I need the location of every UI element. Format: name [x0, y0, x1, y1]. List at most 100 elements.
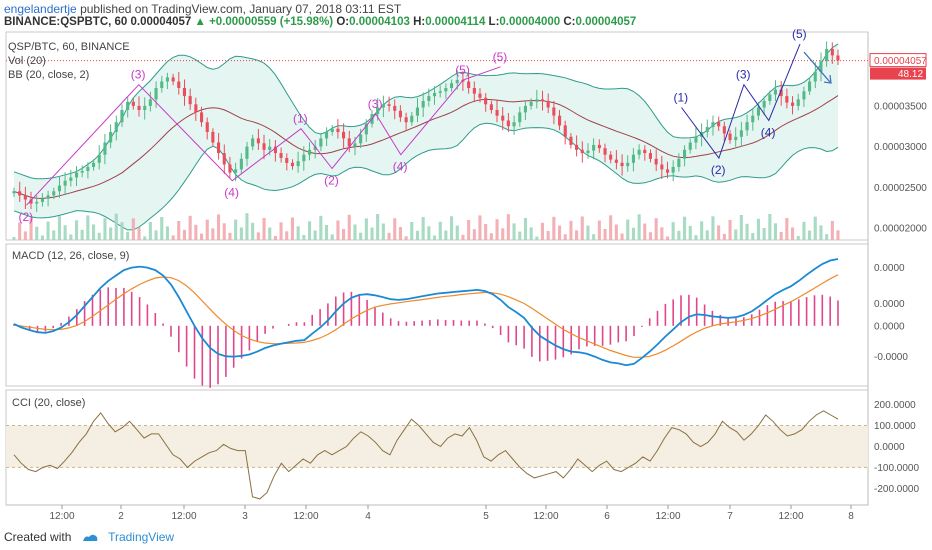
- volume-bar: [421, 217, 425, 240]
- volume-bar: [683, 216, 687, 240]
- volume-bar: [523, 218, 527, 240]
- time-tick-label: 12:00: [171, 511, 196, 522]
- volume-bar: [654, 218, 658, 240]
- volume-bar: [336, 220, 340, 240]
- candle-body: [131, 101, 135, 106]
- candle-body: [165, 77, 169, 82]
- candle-body: [319, 138, 323, 147]
- candle-body: [302, 154, 306, 162]
- volume-bar: [728, 220, 732, 240]
- volume-bar: [330, 234, 334, 240]
- candle-body: [711, 122, 715, 128]
- volume-bar: [143, 236, 147, 240]
- cci-line: [13, 410, 839, 500]
- volume-bar: [626, 219, 630, 240]
- volume-bar: [131, 218, 135, 240]
- time-tick-label: 12:00: [49, 511, 74, 522]
- volume-bar: [467, 220, 471, 240]
- candle-body: [637, 149, 641, 155]
- candle-body: [313, 146, 317, 150]
- candle-body: [472, 88, 476, 94]
- candle-body: [762, 101, 766, 108]
- volume-bar: [46, 221, 50, 240]
- time-tick-label: 3: [242, 511, 248, 522]
- candle-body: [825, 48, 829, 62]
- volume-bar: [575, 230, 579, 240]
- volume-bar: [217, 214, 221, 240]
- candle-body: [200, 112, 204, 123]
- volume-bar: [603, 229, 607, 240]
- wave-label: (4): [393, 160, 408, 174]
- candle-body: [569, 136, 573, 145]
- cci-band: [6, 425, 868, 468]
- candle-body: [398, 110, 402, 118]
- wave-label: (4): [761, 126, 776, 140]
- candle-body: [489, 104, 493, 110]
- candle-body: [325, 131, 329, 139]
- candle-body: [239, 158, 243, 170]
- candle-body: [234, 169, 238, 173]
- cci-y-tick-label: -200.0000: [874, 484, 919, 495]
- volume-bar: [563, 234, 567, 240]
- bb-indicator-label: BB (20, close, 2): [8, 69, 90, 81]
- volume-bar: [200, 233, 204, 240]
- close-value: 0.00004057: [575, 16, 637, 28]
- candle-body: [92, 162, 96, 167]
- volume-bar: [762, 228, 766, 240]
- candle-body: [603, 148, 607, 155]
- candle-body: [739, 130, 743, 137]
- candle-body: [415, 107, 419, 116]
- candle-body: [654, 158, 658, 165]
- tradingview-brand[interactable]: TradingView: [108, 530, 175, 544]
- volume-bar: [586, 225, 590, 240]
- volume-bar: [80, 229, 84, 240]
- macd-y-tick-label: -0.0000: [874, 352, 908, 363]
- candle-body: [512, 122, 516, 127]
- volume-bar: [188, 215, 192, 240]
- volume-bar: [364, 218, 368, 240]
- volume-bar: [688, 225, 692, 240]
- volume-bar: [495, 219, 499, 240]
- candle-body: [552, 107, 556, 116]
- candle-body: [830, 48, 834, 56]
- volume-bar: [313, 230, 317, 240]
- candle-body: [109, 131, 113, 143]
- volume-bar: [109, 227, 113, 240]
- candle-body: [796, 99, 800, 106]
- volume-bar: [648, 232, 652, 240]
- forecast-arrowhead: [823, 74, 832, 84]
- open-value: 0.00004103: [349, 16, 410, 28]
- volume-bar: [342, 229, 346, 240]
- time-tick-label: 7: [727, 511, 733, 522]
- wave-label: (5): [493, 50, 508, 64]
- time-tick-label: 6: [604, 511, 610, 522]
- volume-bar: [325, 225, 329, 240]
- volume-bar: [620, 233, 624, 240]
- volume-bar: [57, 216, 61, 240]
- wave-label: (4): [224, 186, 239, 200]
- volume-bar: [444, 230, 448, 240]
- elliott-wave-annotations: (2) (3) (4) (1) (2) (3) (4) (5) (5) (1) (2) (3) (4) (…: [19, 27, 832, 224]
- candle-body: [404, 117, 408, 123]
- time-tick-label: 4: [365, 511, 371, 522]
- cci-y-tick-label: 200.0000: [874, 400, 916, 411]
- volume-tag-box: [870, 67, 926, 80]
- volume-bar: [506, 214, 510, 240]
- candle-body: [523, 105, 527, 113]
- candle-body: [705, 127, 709, 132]
- candle-body: [63, 180, 67, 186]
- candle-body: [643, 149, 647, 154]
- volume-bar: [182, 229, 186, 240]
- bb-fill: [14, 43, 838, 230]
- candle-body: [438, 91, 442, 93]
- volume-bar: [791, 227, 795, 240]
- candle-body: [376, 107, 380, 114]
- candle-body: [40, 198, 44, 202]
- wave-label: (2): [324, 174, 339, 188]
- candle-body: [455, 79, 459, 84]
- candle-body: [813, 71, 817, 82]
- candle-body: [387, 104, 391, 106]
- author-link[interactable]: engelandertje: [4, 2, 77, 16]
- candle-body: [671, 166, 675, 173]
